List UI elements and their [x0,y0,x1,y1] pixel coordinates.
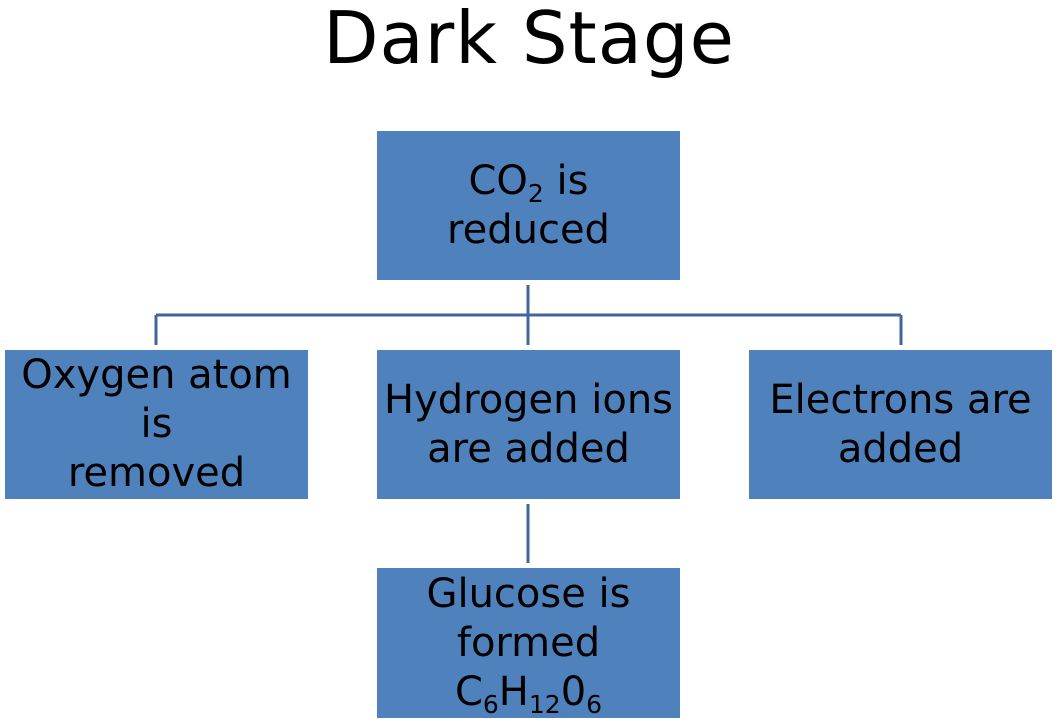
formula-hydrogen: H [498,668,529,715]
middle-box-fill [377,350,680,499]
node-oxygen-removed: Oxygen atom is removed [5,350,308,499]
glucose-formula: C6H1206 [455,668,602,717]
node-glucose-line1: Glucose is [426,570,631,617]
diagram-title: Dark Stage [323,0,735,80]
node-co2-line2: reduced [447,206,610,253]
node-electrons-line1: Electrons are [769,376,1032,423]
co2-subscript: 2 [527,178,544,208]
formula-carbon-subscript: 6 [482,689,499,719]
formula-hydrogen-subscript: 12 [528,689,561,719]
node-oxygen-line2: is [140,401,173,447]
node-electrons-line2: added [837,425,964,472]
node-co2-line1: CO2 is [469,157,589,206]
co2-is-text: is [543,157,589,204]
formula-oxygen-subscript: 6 [586,689,603,719]
node-glucose-line2: formed [456,619,601,666]
node-oxygen-line3: removed [67,450,246,496]
left-box-fill [5,350,308,499]
bottom-box-fill [377,568,680,718]
node-glucose-formed: Glucose is formed C6H1206 [377,568,680,718]
node-hydrogen-line1: Hydrogen ions [383,376,674,423]
node-electrons-added: Electrons are added [749,350,1052,499]
formula-carbon: C [454,668,483,715]
node-hydrogen-line2: are added [427,425,630,472]
root-box-fill [377,131,680,280]
node-co2-reduced: CO2 is reduced [377,131,680,280]
formula-oxygen: 0 [560,668,587,715]
node-hydrogen-added: Hydrogen ions are added [377,350,680,499]
co2-text: CO [468,157,528,204]
node-oxygen-line1: Oxygen atom [21,352,292,398]
right-box-fill [749,350,1052,499]
